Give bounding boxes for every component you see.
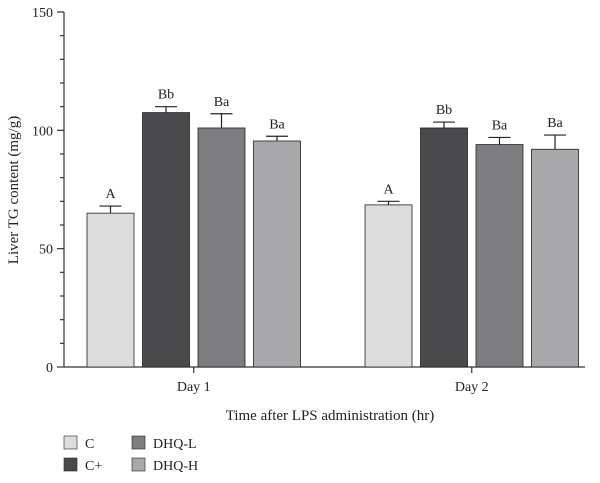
bars: A Bb Ba Ba A Bb Ba Ba <box>86 88 579 368</box>
legend-swatch <box>131 457 146 472</box>
significance-label: Ba <box>214 95 230 110</box>
bar <box>197 127 246 368</box>
y-axis: 0 50 100 150 <box>32 6 65 376</box>
legend-label: C+ <box>85 459 102 474</box>
bar <box>531 148 579 368</box>
significance-label: Bb <box>158 88 174 103</box>
legend-label: DHQ-H <box>153 459 198 474</box>
significance-label: Ba <box>547 116 563 131</box>
legend-label: DHQ-L <box>153 437 197 452</box>
y-axis-title: Liver TG content (mg/g) <box>6 116 22 264</box>
significance-label: Ba <box>269 117 285 132</box>
legend-label: C <box>85 437 94 452</box>
bar <box>475 144 524 368</box>
y-tick-label: 50 <box>39 243 53 258</box>
x-tick-label: Day 2 <box>455 380 489 395</box>
legend: C C+ DHQ-L DHQ-H <box>63 435 198 474</box>
legend-swatch <box>63 435 78 450</box>
significance-label: A <box>105 187 116 202</box>
bar <box>253 140 301 368</box>
y-tick-label: 150 <box>32 6 53 21</box>
significance-label: Bb <box>436 103 452 118</box>
bar <box>86 212 135 368</box>
bar <box>420 127 468 368</box>
legend-swatch <box>63 457 78 472</box>
x-axis: Day 1 Day 2 <box>64 366 585 395</box>
y-tick-label: 100 <box>32 124 53 139</box>
significance-label: Ba <box>492 118 508 133</box>
legend-swatch <box>131 435 146 450</box>
bar <box>142 112 190 368</box>
x-tick-label: Day 1 <box>177 380 211 395</box>
y-tick-label: 0 <box>46 361 53 376</box>
x-axis-title: Time after LPS administration (hr) <box>226 408 435 424</box>
bar <box>364 204 413 368</box>
significance-label: A <box>383 182 394 197</box>
